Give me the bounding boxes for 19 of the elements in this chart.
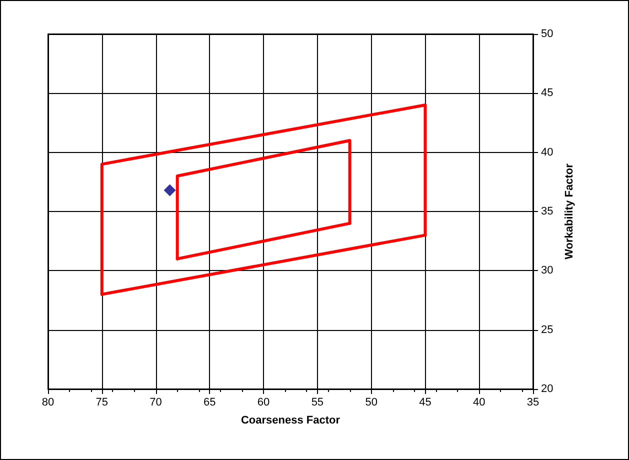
- y-tick-label: 35: [541, 206, 554, 218]
- y-tick-label: 25: [541, 324, 554, 336]
- x-tick-label: 75: [96, 396, 108, 408]
- y-tick-label: 50: [541, 28, 554, 40]
- y-tick-label: 30: [541, 264, 554, 277]
- x-tick-label: 70: [150, 396, 162, 408]
- x-axis-title: Coarseness Factor: [240, 414, 341, 426]
- x-tick-label: 65: [204, 396, 216, 408]
- y-axis-title: Workability Factor: [564, 162, 576, 260]
- x-tick-label: 60: [257, 396, 270, 408]
- x-tick-label: 55: [311, 396, 324, 408]
- y-tick-label: 40: [541, 146, 554, 158]
- x-tick-label: 35: [526, 396, 540, 408]
- x-tick-label: 80: [42, 396, 54, 408]
- x-tick-label: 40: [472, 396, 486, 408]
- y-tick-label: 45: [541, 87, 554, 100]
- x-tick-label: 50: [365, 396, 378, 408]
- x-tick-label: 45: [419, 396, 432, 408]
- y-tick-label: 20: [541, 383, 554, 395]
